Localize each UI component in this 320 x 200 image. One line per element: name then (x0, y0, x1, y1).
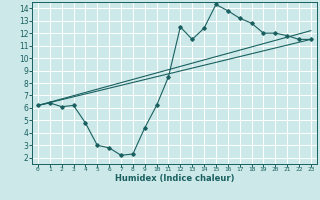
X-axis label: Humidex (Indice chaleur): Humidex (Indice chaleur) (115, 174, 234, 183)
